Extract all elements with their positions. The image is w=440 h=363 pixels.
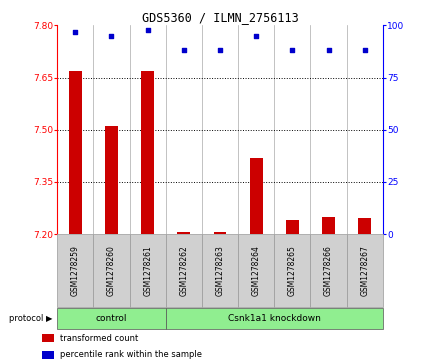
Bar: [166, 308, 383, 329]
Text: GSM1278262: GSM1278262: [180, 245, 188, 296]
Text: GSM1278259: GSM1278259: [71, 245, 80, 296]
Text: GSM1278265: GSM1278265: [288, 245, 297, 296]
Text: GSM1278263: GSM1278263: [216, 245, 224, 296]
Point: [216, 48, 224, 53]
Point: [108, 33, 115, 39]
Text: transformed count: transformed count: [59, 334, 138, 343]
Bar: [311, 234, 347, 307]
Bar: [214, 232, 226, 234]
Text: control: control: [96, 314, 127, 323]
Bar: [42, 351, 54, 359]
Bar: [359, 219, 371, 234]
Bar: [202, 234, 238, 307]
Point: [72, 29, 79, 34]
Point: [325, 48, 332, 53]
Text: GSM1278267: GSM1278267: [360, 245, 369, 296]
Title: GDS5360 / ILMN_2756113: GDS5360 / ILMN_2756113: [142, 11, 298, 24]
Point: [253, 33, 260, 39]
Bar: [286, 220, 299, 234]
Bar: [238, 234, 274, 307]
Text: Csnk1a1 knockdown: Csnk1a1 knockdown: [228, 314, 321, 323]
Bar: [105, 126, 118, 234]
Text: GSM1278264: GSM1278264: [252, 245, 260, 296]
Point: [180, 48, 187, 53]
Text: GSM1278261: GSM1278261: [143, 245, 152, 296]
Point: [289, 48, 296, 53]
Bar: [141, 71, 154, 234]
Bar: [166, 234, 202, 307]
Bar: [347, 234, 383, 307]
Bar: [129, 234, 166, 307]
Bar: [177, 232, 190, 234]
Bar: [274, 234, 311, 307]
Text: GSM1278266: GSM1278266: [324, 245, 333, 296]
Text: GSM1278260: GSM1278260: [107, 245, 116, 296]
Bar: [322, 217, 335, 234]
Bar: [93, 234, 129, 307]
Bar: [69, 71, 82, 234]
Bar: [42, 334, 54, 342]
Point: [361, 48, 368, 53]
Bar: [250, 158, 263, 234]
Point: [144, 27, 151, 33]
Bar: [57, 234, 93, 307]
Text: percentile rank within the sample: percentile rank within the sample: [59, 350, 202, 359]
Text: protocol ▶: protocol ▶: [9, 314, 53, 323]
Bar: [57, 308, 166, 329]
